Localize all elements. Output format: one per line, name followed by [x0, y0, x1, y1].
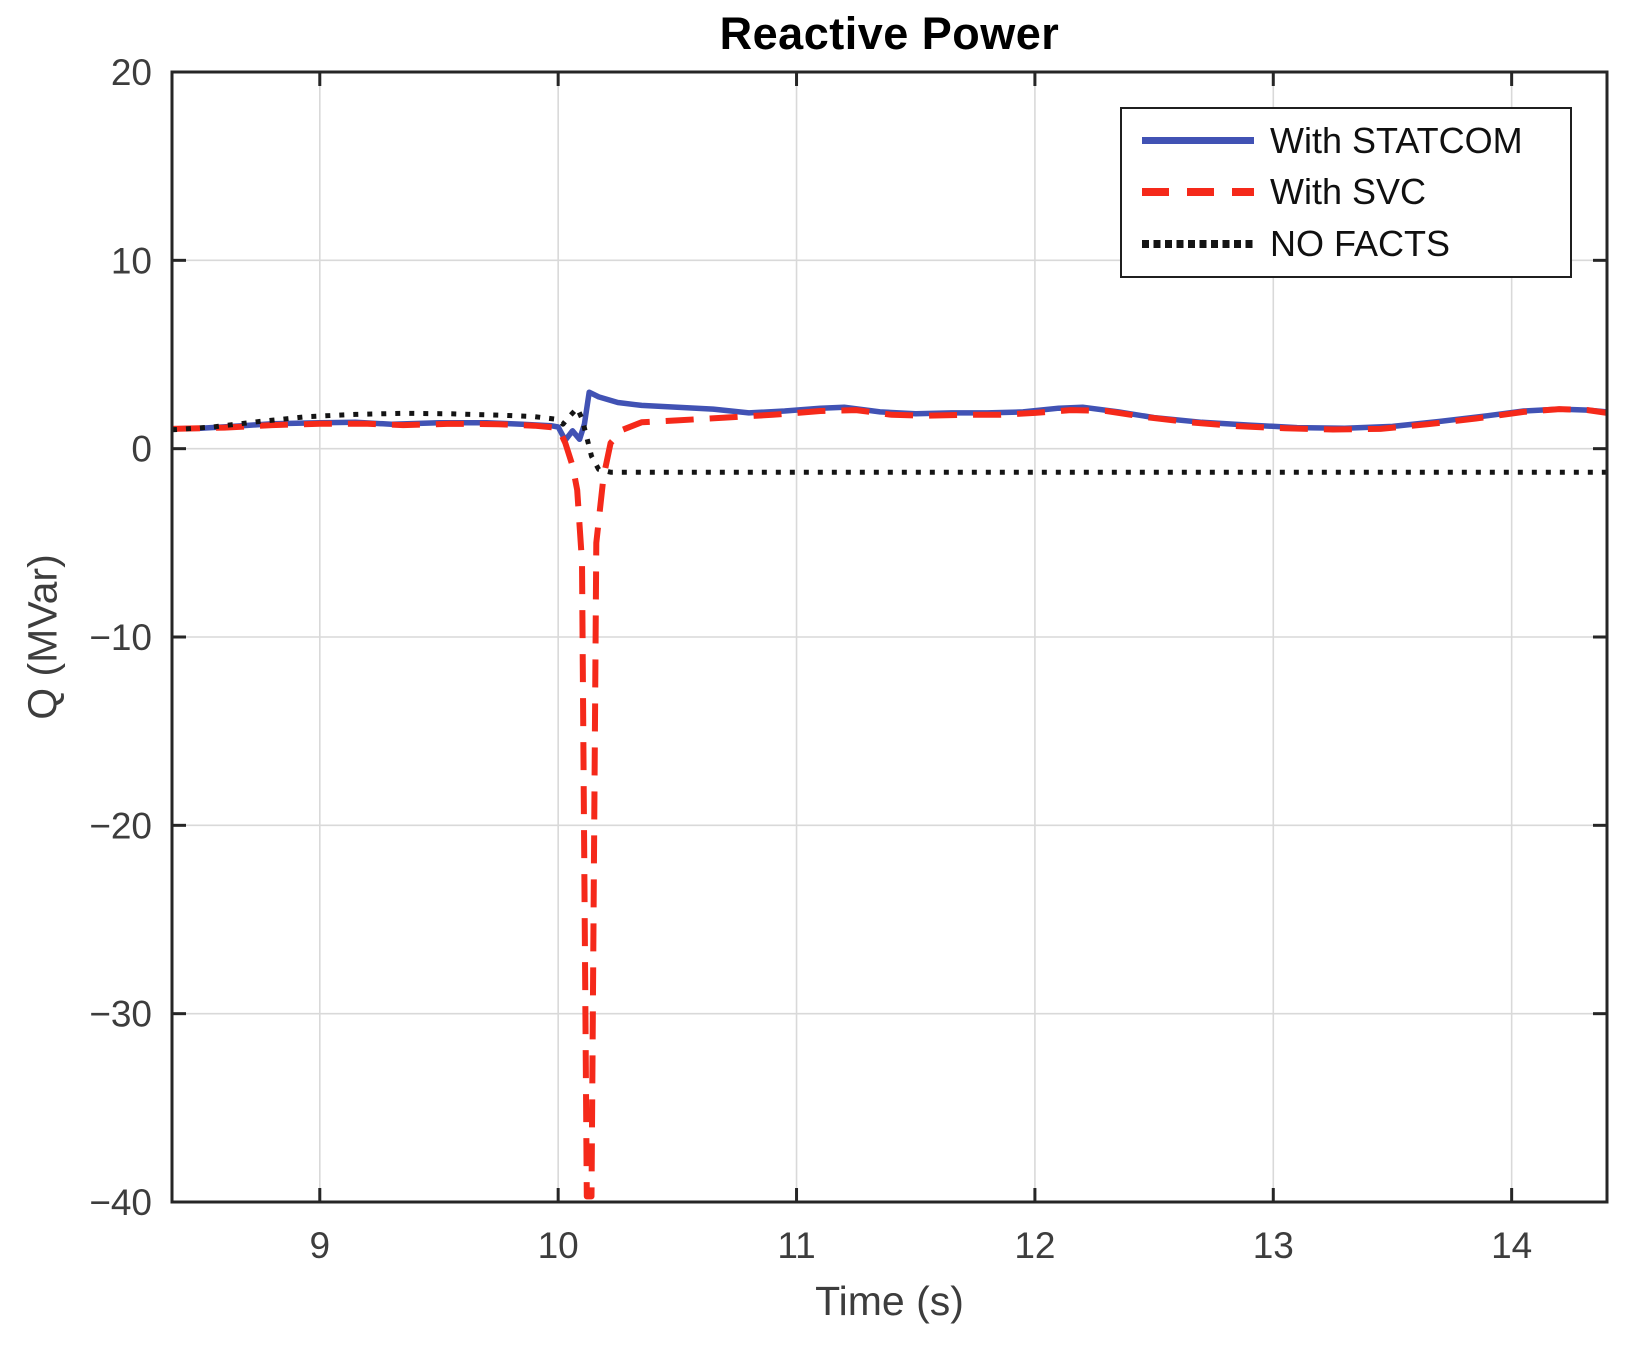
x-tick-label: 14 [1491, 1225, 1532, 1266]
y-tick-label: −30 [89, 994, 152, 1035]
legend-item-nofacts: NO FACTS [1142, 226, 1570, 262]
y-tick-label: −20 [89, 805, 152, 846]
tick-marks [172, 70, 1607, 1204]
y-tick-label: 20 [111, 52, 152, 93]
legend-line-sample-nofacts [1142, 240, 1254, 249]
x-axis-label: Time (s) [815, 1278, 964, 1324]
x-tick-label: 9 [310, 1225, 331, 1266]
legend-line-sample-statcom [1142, 137, 1254, 145]
y-tick-label: 0 [131, 429, 152, 470]
series-group [172, 389, 1607, 1200]
y-tick-label: −10 [89, 617, 152, 658]
legend-label-nofacts: NO FACTS [1270, 223, 1451, 265]
y-tick-label: −40 [89, 1182, 152, 1223]
tick-labels: 9 10 11 12 13 14 −40 −30 −20 −10 0 10 20 [89, 52, 1532, 1266]
series-line-2 [172, 405, 1607, 475]
chart-title: Reactive Power [719, 8, 1060, 59]
legend-label-svc: With SVC [1270, 171, 1427, 213]
y-tick-label: 10 [111, 240, 152, 281]
x-tick-label: 10 [538, 1225, 579, 1266]
legend: With STATCOM With SVC NO FACTS [1120, 107, 1572, 278]
legend-label-statcom: With STATCOM [1270, 119, 1523, 161]
x-tick-label: 13 [1253, 1225, 1294, 1266]
y-axis-label: Q (MVar) [19, 554, 66, 720]
x-tick-label: 11 [777, 1225, 815, 1266]
series-line-1 [172, 406, 1607, 1200]
x-tick-label: 12 [1014, 1225, 1055, 1266]
legend-item-statcom: With STATCOM [1142, 119, 1570, 161]
legend-item-svc: With SVC [1142, 174, 1570, 210]
legend-line-sample-svc [1142, 188, 1254, 197]
